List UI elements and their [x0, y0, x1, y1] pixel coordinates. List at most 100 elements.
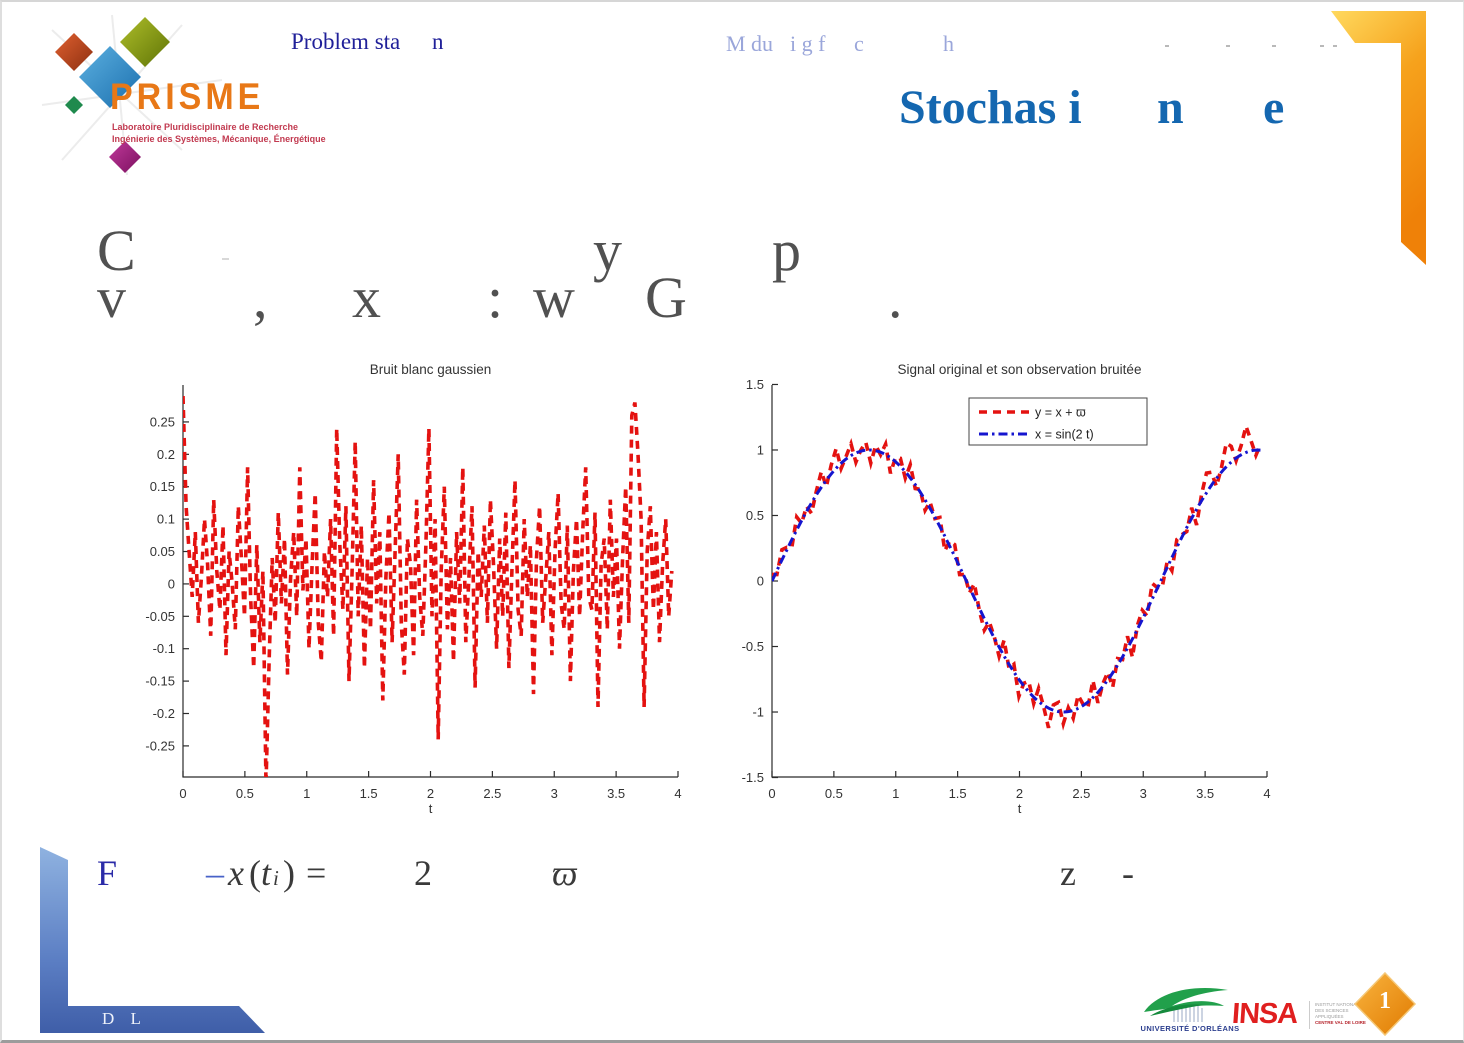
blue-corner-decoration: [40, 847, 265, 1033]
body-text-line-2: v, x: w G.: [2, 264, 1463, 344]
svg-text:x = sin(2 t): x = sin(2 t): [1035, 428, 1094, 442]
text-fragment: -: [1122, 853, 1134, 893]
faint-dot: [1333, 45, 1337, 47]
text-fragment: F: [97, 853, 118, 893]
svg-text:0: 0: [179, 786, 186, 801]
prisme-logo: PRISME Laboratoire Pluridisciplinaire de…: [32, 10, 362, 185]
text-fragment: y: [593, 218, 622, 283]
text-fragment: ϖ: [552, 853, 578, 893]
text-fragment: w: [533, 265, 575, 330]
svg-text:t: t: [1018, 801, 1022, 816]
svg-text:1: 1: [757, 442, 764, 457]
svg-text:2.5: 2.5: [483, 786, 501, 801]
text-fragment: ): [283, 853, 295, 893]
svg-text:-0.1: -0.1: [153, 641, 175, 656]
text-fragment: –: [206, 853, 224, 893]
svg-text:1.5: 1.5: [746, 377, 764, 392]
svg-text:0.2: 0.2: [157, 447, 175, 462]
text-fragment: C: [97, 218, 136, 283]
svg-text:0.5: 0.5: [825, 786, 843, 801]
insa-divider: [1309, 1001, 1310, 1029]
svg-text:-0.2: -0.2: [153, 706, 175, 721]
orange-corner-decoration: [1331, 11, 1426, 265]
text-fragment: Problem sta: [291, 29, 401, 54]
text-fragment: v: [97, 265, 126, 330]
university-label: UNIVERSITÉ D'ORLÉANS: [1140, 1024, 1240, 1033]
svg-text:3.5: 3.5: [607, 786, 625, 801]
text-fragment: x: [352, 265, 381, 330]
svg-text:-0.15: -0.15: [145, 674, 175, 689]
prisme-subtitle-2: Ingénierie des Systèmes, Mécanique, Éner…: [112, 134, 326, 144]
svg-text:3: 3: [1140, 786, 1147, 801]
page-number: 1: [1379, 988, 1391, 1014]
svg-text:-0.5: -0.5: [742, 639, 764, 654]
svg-text:-1.5: -1.5: [742, 770, 764, 785]
svg-text:-0.25: -0.25: [145, 738, 175, 753]
text-fragment: z: [1060, 853, 1076, 893]
text-fragment: h: [943, 31, 954, 56]
svg-text:0.05: 0.05: [150, 544, 175, 559]
svg-text:2.5: 2.5: [1072, 786, 1090, 801]
svg-text:Bruit blanc gaussien: Bruit blanc gaussien: [370, 362, 492, 377]
svg-text:0.25: 0.25: [150, 414, 175, 429]
footer-initials: D L: [102, 1009, 147, 1028]
svg-text:4: 4: [1263, 786, 1270, 801]
slide-title: Stochas i n e: [2, 80, 1463, 142]
insa-wordmark: INSA: [1230, 998, 1299, 1030]
text-fragment: e: [1263, 81, 1285, 134]
text-fragment: i: [273, 866, 279, 890]
svg-text:0.15: 0.15: [150, 479, 175, 494]
svg-text:0: 0: [768, 786, 775, 801]
university-swoosh-icon: [1144, 988, 1228, 1022]
svg-text:0.1: 0.1: [157, 512, 175, 527]
text-fragment: n: [432, 29, 444, 54]
text-fragment: :: [487, 265, 504, 330]
svg-text:1: 1: [303, 786, 310, 801]
text-fragment: G: [645, 265, 687, 330]
svg-text:0: 0: [168, 576, 175, 591]
svg-text:3: 3: [551, 786, 558, 801]
text-fragment: c: [854, 31, 864, 56]
svg-text:t: t: [429, 801, 433, 816]
svg-text:3.5: 3.5: [1196, 786, 1214, 801]
text-fragment: ,: [253, 265, 268, 330]
text-fragment: x: [228, 853, 244, 893]
header-center-text: M du i g f c h: [2, 31, 1463, 65]
faint-dot: [1226, 45, 1230, 47]
page-number-badge: 1: [1352, 970, 1418, 1040]
text-fragment: .: [888, 265, 903, 330]
faint-dot: [1272, 45, 1276, 47]
text-fragment: t: [261, 853, 272, 893]
equation-text: F – x(t i) = 2 ϖ z -: [2, 852, 1463, 912]
text-fragment: Stochas i: [899, 81, 1082, 134]
faint-text-artifact: [222, 258, 229, 260]
prisme-subtitle-1: Laboratoire Pluridisciplinaire de Recher…: [112, 122, 299, 132]
faint-dot: [1320, 45, 1324, 47]
text-fragment: =: [306, 853, 327, 893]
svg-text:1.5: 1.5: [360, 786, 378, 801]
svg-text:y = x + ϖ: y = x + ϖ: [1035, 406, 1086, 420]
signal-chart: Signal original et son observation bruit…: [728, 358, 1313, 826]
prisme-diamonds-icon: [41, 14, 223, 176]
svg-text:4: 4: [674, 786, 681, 801]
insa-logo: INSA INSTITUT NATIONAL DES SCIENCES APPL…: [1230, 998, 1366, 1038]
text-fragment: n: [1157, 81, 1184, 134]
faint-dot: [1165, 45, 1169, 47]
insa-subtext: INSTITUT NATIONAL DES SCIENCES APPLIQUÉE…: [1315, 1002, 1366, 1025]
orange-diamond-icon: [1353, 971, 1417, 1037]
noise-chart: Bruit blanc gaussien t 0 0.5 1 1.5 2 2.5 3 3.5 4 0.…: [140, 358, 705, 826]
svg-text:0.5: 0.5: [236, 786, 254, 801]
svg-text:-1: -1: [752, 705, 764, 720]
text-fragment: p: [772, 218, 801, 283]
svg-text:1: 1: [892, 786, 899, 801]
text-fragment: M du: [726, 31, 774, 56]
svg-text:2: 2: [1016, 786, 1023, 801]
universite-orleans-logo: UNIVERSITÉ D'ORLÉANS: [1140, 982, 1240, 1040]
svg-text:Signal original et son observa: Signal original et son observation bruit…: [898, 362, 1142, 377]
prisme-wordmark: PRISME: [110, 76, 265, 118]
svg-text:-0.05: -0.05: [145, 609, 175, 624]
text-fragment: i g f: [790, 31, 826, 56]
text-fragment: (: [249, 853, 261, 893]
